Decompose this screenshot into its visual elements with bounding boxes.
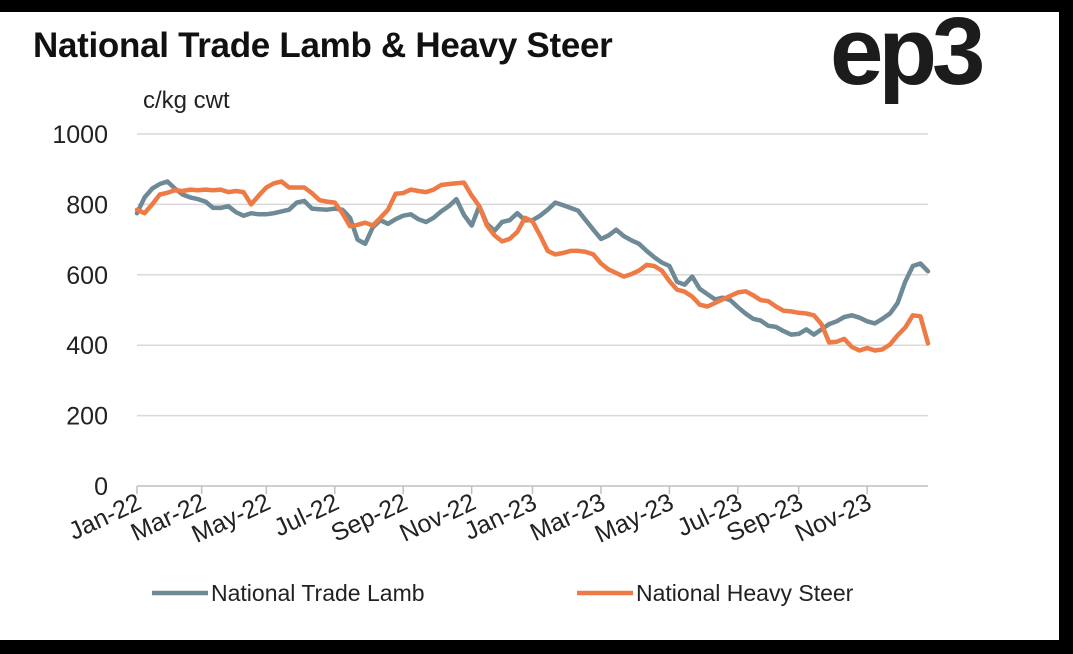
y-tick-label: 400 — [66, 332, 108, 360]
y-tick-label: 0 — [94, 473, 108, 501]
y-tick-label: 600 — [66, 262, 108, 290]
ep3-logo: ep3 — [830, 0, 985, 105]
y-tick-label: 1000 — [52, 121, 108, 149]
y-axis-unit-label: c/kg cwt — [143, 87, 230, 114]
legend: National Trade Lamb National Heavy Steer — [152, 580, 854, 606]
legend-label-national-heavy-steer: National Heavy Steer — [636, 580, 854, 606]
x-tick-label: Sep-22 — [327, 488, 412, 547]
gridlines — [137, 133, 928, 417]
chart-title: National Trade Lamb & Heavy Steer — [33, 26, 613, 65]
x-tick-label: Nov-23 — [791, 488, 876, 547]
x-tick-label: May-23 — [591, 488, 678, 549]
series-line-national-heavy-steer — [134, 179, 931, 353]
series-lines — [134, 179, 931, 353]
chart-frame — [0, 12, 1059, 640]
y-tick-label: 200 — [66, 403, 108, 431]
y-tick-label: 800 — [66, 191, 108, 219]
legend-label-national-trade-lamb: National Trade Lamb — [211, 580, 425, 606]
